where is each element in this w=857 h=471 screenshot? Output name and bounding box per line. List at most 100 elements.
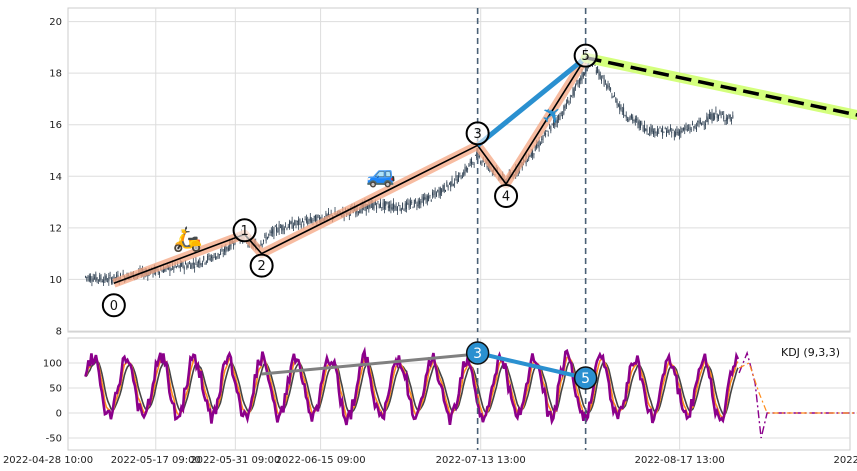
price-y-tick: 20 <box>49 17 62 28</box>
candle-body <box>279 227 281 228</box>
candle-body <box>116 274 118 279</box>
candle-body <box>113 274 115 281</box>
candle-body <box>668 129 670 134</box>
candle-body <box>357 211 359 214</box>
candle-body <box>604 81 606 83</box>
candle-body <box>112 279 114 282</box>
candle-body <box>463 171 465 176</box>
candle-body <box>473 164 475 165</box>
candle-body <box>656 129 658 135</box>
candle-body <box>441 189 443 194</box>
candle-body <box>412 207 414 209</box>
candle-body <box>621 110 623 112</box>
candle-body <box>658 132 660 134</box>
candle-body <box>291 220 293 229</box>
candle-body <box>682 127 684 131</box>
candle-body <box>225 246 227 253</box>
price-y-ticks: 8 10 12 14 16 18 20 <box>49 17 62 337</box>
candle-body <box>632 116 634 121</box>
candle-body <box>311 219 313 223</box>
candle-body <box>207 255 209 261</box>
candle-body <box>359 210 361 214</box>
candle-body <box>182 262 184 268</box>
candle-body <box>577 80 579 84</box>
candle-body <box>187 264 189 268</box>
candle-body <box>312 220 314 221</box>
candle-body <box>194 266 196 269</box>
candle-body <box>99 275 101 281</box>
candle-body <box>186 265 188 269</box>
candle-body <box>309 216 311 222</box>
candle-body <box>610 87 612 91</box>
candle-body <box>94 277 95 279</box>
kdj-trend <box>261 352 478 376</box>
candle-body <box>213 253 215 255</box>
price-y-tick: 14 <box>49 172 62 183</box>
candle-body <box>208 254 210 257</box>
candle-body <box>724 119 726 122</box>
candle-body <box>277 231 279 233</box>
x-tick: 2022-05-17 09:00 <box>111 455 201 466</box>
candle-body <box>369 202 371 208</box>
candle-body <box>537 145 539 147</box>
candle-body <box>316 216 318 224</box>
x-tick: 2022-09-21 13:00 <box>834 455 857 466</box>
candle-body <box>584 72 586 76</box>
candle-body <box>705 123 706 125</box>
candle-body <box>387 205 389 208</box>
candle-body <box>543 133 545 135</box>
candle-body <box>290 221 292 224</box>
candle-body <box>653 130 654 135</box>
candle-body <box>181 262 183 267</box>
candle-body <box>634 118 636 123</box>
candle-body <box>439 188 441 196</box>
candle-body <box>459 172 461 174</box>
price-y-tick: 12 <box>49 223 62 234</box>
candle-body <box>105 276 107 280</box>
price-y-tick: 10 <box>49 275 62 286</box>
candle-body <box>396 206 398 212</box>
candle-body <box>437 190 439 192</box>
candle-body <box>305 218 307 222</box>
candle-body <box>597 66 599 73</box>
candle-body <box>616 101 618 106</box>
x-tick: 2022-05-31 09:00 <box>190 455 280 466</box>
price-y-tick: 16 <box>49 120 62 131</box>
candle-body <box>169 266 171 272</box>
candle-body <box>456 178 458 183</box>
candle-body <box>712 113 714 121</box>
candle-body <box>701 122 703 126</box>
candle-body <box>484 163 485 165</box>
candle-body <box>325 212 327 220</box>
candle-body <box>630 114 632 119</box>
kdj-wave-markers: 35 <box>465 338 598 450</box>
candle-body <box>624 115 626 117</box>
candle-body <box>580 77 582 81</box>
candle-body <box>711 113 713 122</box>
candle-body <box>406 202 407 209</box>
candle-body <box>393 202 394 210</box>
wave-circle <box>465 121 490 146</box>
candle-body <box>302 219 303 222</box>
candle-body <box>637 120 639 125</box>
candle-body <box>432 192 433 196</box>
kdj-j-line <box>84 346 740 426</box>
candle-body <box>528 155 530 159</box>
candle-body <box>120 273 121 276</box>
candle-body <box>95 273 97 282</box>
candle-body <box>529 155 531 158</box>
candle-body <box>179 262 181 268</box>
candle-body <box>731 119 732 121</box>
candle-body <box>199 260 201 265</box>
candle-body <box>157 270 159 273</box>
candle-body <box>655 131 657 133</box>
candle-body <box>209 258 211 261</box>
candle-body <box>667 130 669 133</box>
candle-body <box>220 252 222 255</box>
candle-body <box>647 133 649 135</box>
candle-body <box>680 130 682 134</box>
candle-body <box>265 236 267 242</box>
candle-body <box>686 129 688 131</box>
candle-body <box>110 278 112 284</box>
candle-body <box>100 277 102 280</box>
